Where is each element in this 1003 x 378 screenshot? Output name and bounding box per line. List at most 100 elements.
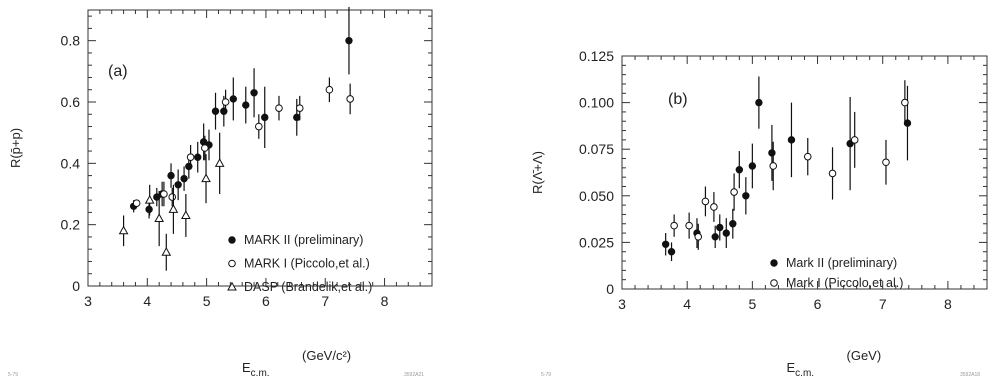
y-tick-label: 0.100 <box>579 95 614 111</box>
series-filled-circle <box>661 76 912 262</box>
x-tick-label: 6 <box>814 296 822 312</box>
data-point <box>295 104 304 112</box>
data-point <box>901 98 909 107</box>
data-point <box>803 152 812 161</box>
y-tick-label: 0.075 <box>579 141 614 157</box>
legend-label: Mark II (preliminary) <box>786 256 897 270</box>
corner-code-left: 5-79 <box>8 372 18 378</box>
data-point <box>828 169 837 178</box>
data-point <box>168 193 177 201</box>
plot-frame <box>87 9 433 287</box>
corner-code-right: 3592A21 <box>404 372 424 378</box>
data-point <box>211 107 220 115</box>
data-point <box>261 113 269 122</box>
x-tick-label: 6 <box>262 293 270 309</box>
data-point <box>118 225 129 235</box>
x-axis-title-symbol: E <box>787 360 796 375</box>
data-point <box>710 203 718 211</box>
x-tick-label: 3 <box>618 296 626 312</box>
x-axis-title-subscript: c.m. <box>251 368 270 378</box>
data-point <box>174 181 182 189</box>
y-tick-label: 0.050 <box>579 188 614 204</box>
data-point <box>293 113 301 122</box>
x-axis-units: (GeV/c²) <box>302 348 351 363</box>
data-point <box>221 98 230 106</box>
x-tick-label: 3 <box>84 293 92 309</box>
data-point <box>685 221 693 230</box>
data-point <box>194 153 202 161</box>
legend-label: MARK II (preliminary) <box>244 233 363 247</box>
data-point <box>769 162 778 170</box>
data-point <box>161 247 172 256</box>
data-point <box>722 229 730 237</box>
legend-marker <box>228 259 236 268</box>
y-tick-label: 0 <box>606 281 614 297</box>
data-point <box>180 174 188 183</box>
y-tick-label: 0.4 <box>61 155 81 171</box>
y-tick-label: 0.125 <box>579 48 614 64</box>
x-tick-label: 7 <box>879 296 887 312</box>
data-point <box>154 213 165 223</box>
x-tick-label: 7 <box>321 293 329 309</box>
panel-label: (b) <box>668 91 688 108</box>
legend-label: Mark I (Piccolo,et al.) <box>786 276 903 290</box>
data-point <box>229 95 238 103</box>
legend-label: DASP (Brandelik,et al.) <box>244 280 372 294</box>
data-point <box>850 136 859 144</box>
corner-code-left: 5-79 <box>541 372 551 378</box>
data-point <box>716 223 724 232</box>
data-point <box>729 220 737 228</box>
data-point <box>730 188 738 196</box>
data-point <box>882 158 890 167</box>
data-point <box>242 101 250 109</box>
legend-marker <box>770 259 778 267</box>
data-point <box>168 204 179 213</box>
data-point <box>250 89 258 97</box>
y-tick-label: 0.2 <box>61 217 81 233</box>
data-point <box>132 199 141 207</box>
data-point <box>186 153 195 161</box>
x-tick-label: 5 <box>748 296 756 312</box>
panel-label: (a) <box>108 63 128 80</box>
data-point <box>201 173 211 183</box>
series-open-triangle <box>118 132 225 271</box>
data-point <box>201 144 209 152</box>
legend-marker <box>770 279 778 287</box>
x-tick-label: 4 <box>683 296 691 312</box>
x-axis-title-symbol: E <box>242 360 251 375</box>
data-point <box>701 197 710 206</box>
data-point <box>903 119 912 127</box>
data-point <box>214 158 225 167</box>
y-axis-title: R(p̄+p) <box>8 128 23 168</box>
x-axis-title-subscript: c.m. <box>795 368 814 378</box>
x-axis-title: Ec.m. <box>787 360 815 378</box>
y-tick-label: 0.6 <box>61 94 81 110</box>
legend-label: MARK I (Piccolo,et al.) <box>244 257 370 271</box>
data-point <box>711 233 719 241</box>
series-open-circle <box>670 80 909 250</box>
data-point <box>787 136 796 144</box>
x-tick-label: 8 <box>944 296 952 312</box>
data-point <box>275 104 283 112</box>
y-tick-label: 0.8 <box>61 33 81 49</box>
data-point <box>325 85 334 94</box>
data-point <box>735 166 744 174</box>
legend-marker <box>228 236 236 244</box>
data-point <box>167 171 175 180</box>
y-tick-label: 0 <box>72 278 80 294</box>
data-point <box>667 248 676 256</box>
data-point <box>255 122 263 131</box>
chart-panel-a: 3 4 5 6 7 8 0 0.2 0.4 0.6 0.8 Ec.m. (GeV/c²) R(p̄+p) (… <box>8 6 433 378</box>
data-point <box>661 240 670 248</box>
x-tick-label: 8 <box>381 293 389 309</box>
data-point <box>346 95 354 103</box>
data-point <box>345 36 353 45</box>
x-axis-units: (GeV) <box>847 348 882 363</box>
data-point <box>160 190 168 198</box>
data-point <box>181 210 191 219</box>
data-point <box>768 149 776 157</box>
data-point <box>742 192 750 200</box>
x-tick-label: 4 <box>143 293 151 309</box>
corner-code-right: 3592A18 <box>960 372 980 378</box>
